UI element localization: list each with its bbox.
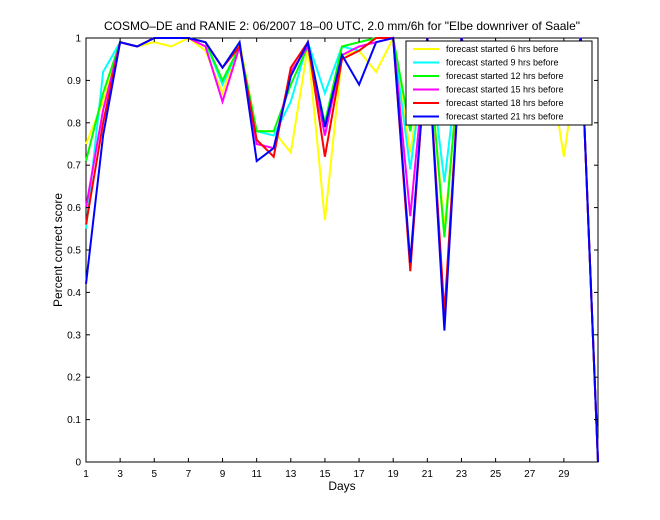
x-tick-label: 7 [186,469,192,480]
y-tick-label: 0 [75,458,81,469]
x-tick-label: 19 [388,469,400,480]
x-tick-label: 15 [319,469,331,480]
legend-label-4: forecast started 15 hrs before [446,85,564,95]
x-tick-label: 3 [117,469,123,480]
y-tick-label: 0.5 [67,246,81,257]
x-tick-label: 21 [422,469,434,480]
x-tick-label: 5 [151,469,157,480]
y-tick-label: 0.4 [67,288,81,299]
y-tick-label: 0.1 [67,415,81,426]
x-tick-label: 29 [558,469,570,480]
x-tick-label: 25 [490,469,502,480]
y-tick-label: 0.2 [67,373,81,384]
legend-label-5: forecast started 18 hrs before [446,98,564,108]
y-tick-label: 0.7 [67,161,81,172]
legend-label-2: forecast started 9 hrs before [446,58,559,68]
x-tick-label: 17 [354,469,366,480]
legend-label-6: forecast started 21 hrs before [446,112,564,122]
x-tick-label: 1 [83,469,89,480]
x-tick-label: 9 [220,469,226,480]
y-tick-label: 0.8 [67,118,81,129]
legend-label-3: forecast started 12 hrs before [446,71,564,81]
legend-box [405,40,593,126]
y-axis-ticks: 0 0.1 0.2 0.3 0.4 0.5 0.6 0.7 0.8 0.9 1 [67,34,598,469]
legend: forecast started 6 hrs before forecast st… [405,40,593,126]
legend-label-1: forecast started 6 hrs before [446,44,559,54]
y-tick-label: 0.9 [67,76,81,87]
y-axis-label: Percent correct score [51,193,65,307]
x-tick-label: 11 [251,469,262,480]
x-tick-label: 13 [285,469,297,480]
x-tick-label: 23 [456,469,468,480]
x-axis-label: Days [328,479,355,493]
chart-title: COSMO–DE and RANIE 2: 06/2007 18–00 UTC,… [104,19,580,33]
x-axis-ticks: 1 3 5 7 9 11 13 15 17 19 21 23 25 27 29 [83,38,570,480]
y-tick-label: 1 [75,34,81,45]
y-tick-label: 0.6 [67,203,81,214]
y-tick-label: 0.3 [67,330,81,341]
x-tick-label: 27 [524,469,536,480]
